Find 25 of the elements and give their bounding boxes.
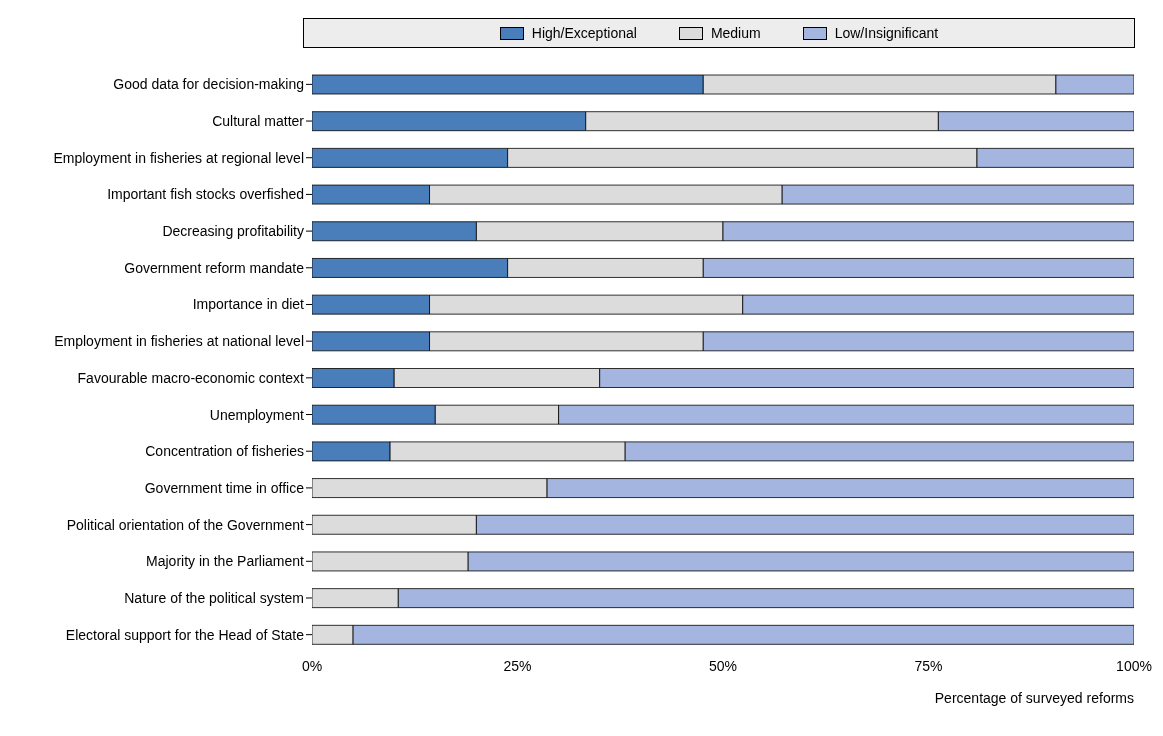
y-tick-label: Importance in diet bbox=[192, 296, 305, 313]
x-tick-label: 75% bbox=[914, 657, 943, 674]
y-tick-label: Decreasing profitability bbox=[162, 223, 304, 240]
y-tick-label: Concentration of fisheries bbox=[145, 443, 304, 460]
x-tick-label: 0% bbox=[301, 657, 323, 674]
y-tick-label: Nature of the political system bbox=[124, 589, 304, 606]
legend-label: Medium bbox=[709, 25, 761, 41]
y-tick-label: Favourable macro-economic context bbox=[77, 369, 305, 386]
y-tick-label: Important fish stocks overfished bbox=[107, 186, 304, 203]
y-tick-label: Employment in fisheries at regional level bbox=[53, 149, 304, 166]
x-axis-title: Percentage of surveyed reforms bbox=[934, 690, 1134, 706]
y-tick-label: Employment in fisheries at national level bbox=[54, 333, 304, 350]
x-tick-label: 100% bbox=[1116, 657, 1152, 674]
legend-label: High/Exceptional bbox=[530, 25, 637, 41]
y-tick-label: Majority in the Parliament bbox=[146, 553, 305, 570]
x-tick-label: 50% bbox=[708, 657, 738, 674]
legend-label: Low/Insignificant bbox=[833, 25, 939, 41]
y-tick-label: Good data for decision-making bbox=[113, 76, 304, 93]
y-tick-label: Cultural matter bbox=[212, 113, 305, 129]
y-tick-label: Government time in office bbox=[144, 479, 305, 496]
y-tick-label: Government reform mandate bbox=[124, 259, 305, 276]
y-tick-label: Unemployment bbox=[209, 406, 305, 423]
y-tick-label: Electoral support for the Head of State bbox=[65, 626, 305, 643]
x-tick-label: 25% bbox=[503, 657, 532, 674]
y-tick-label: Political orientation of the Government bbox=[66, 516, 305, 533]
